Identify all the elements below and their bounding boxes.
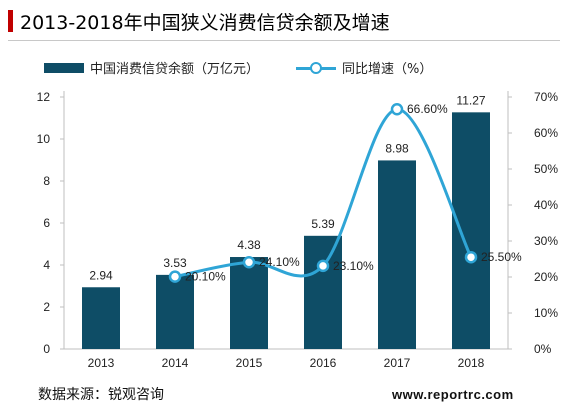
y-right-tick-label: 20% [534,270,558,284]
bar-value-label: 4.38 [237,238,261,252]
y-left-tick-label: 4 [43,258,50,272]
x-tick-label: 2016 [310,356,337,370]
legend-swatch-line [296,61,336,74]
legend-label-growth: 同比增速（%） [342,62,433,77]
y-right-tick-label: 0% [534,342,552,356]
y-left-tick-label: 2 [43,300,50,314]
bar [156,274,194,349]
growth-value-label: 25.50% [481,250,522,264]
growth-point [316,259,330,273]
watermark: www.reportrc.com [392,387,514,402]
title-accent-bar [8,10,13,32]
source-note: 数据来源：锐观咨询 [38,387,164,403]
bar [230,257,268,349]
title-divider [8,40,560,41]
bar [82,287,120,349]
bar-value-label: 11.27 [456,93,485,107]
y-left-tick-label: 10 [37,132,51,146]
y-left-tick-label: 0 [43,342,50,356]
y-right-tick-label: 30% [534,234,558,248]
x-tick-label: 2018 [458,356,485,370]
bar-value-label: 2.94 [89,268,113,282]
bar-value-label: 8.98 [385,141,409,155]
legend-label-balance: 中国消费信贷余额（万亿元） [90,62,260,77]
growth-value-label: 23.10% [333,259,374,273]
growth-point [168,270,182,283]
y-right-tick-label: 70% [534,90,558,104]
y-left-tick-label: 6 [43,216,50,230]
x-tick-label: 2014 [162,356,189,370]
growth-point [390,102,404,116]
bar [304,235,342,349]
growth-value-label: 20.10% [185,270,226,284]
x-tick-label: 2017 [384,356,411,370]
y-left-tick-label: 8 [43,174,50,188]
growth-point [242,255,256,269]
x-tick-label: 2013 [88,356,115,370]
y-right-tick-label: 40% [534,198,558,212]
growth-line [174,107,473,279]
y-left-tick-label: 12 [37,90,51,104]
bar-value-label: 3.53 [163,256,187,270]
bar-value-label: 5.39 [311,217,335,231]
growth-point [464,250,478,264]
legend-item-balance: 中国消费信贷余额（万亿元） [44,58,259,77]
y-right-tick-label: 50% [534,162,558,176]
bar [378,160,416,349]
legend-item-growth: 同比增速（%） [296,58,432,77]
x-tick-label: 2015 [236,356,263,370]
y-right-tick-label: 10% [534,306,558,320]
bar [452,112,490,349]
chart-title: 2013-2018年中国狭义消费信贷余额及增速 [20,12,390,34]
legend-swatch-bar [44,62,84,73]
growth-value-label: 24.10% [259,255,300,269]
growth-value-label: 66.60% [407,102,448,116]
y-right-tick-label: 60% [534,126,558,140]
